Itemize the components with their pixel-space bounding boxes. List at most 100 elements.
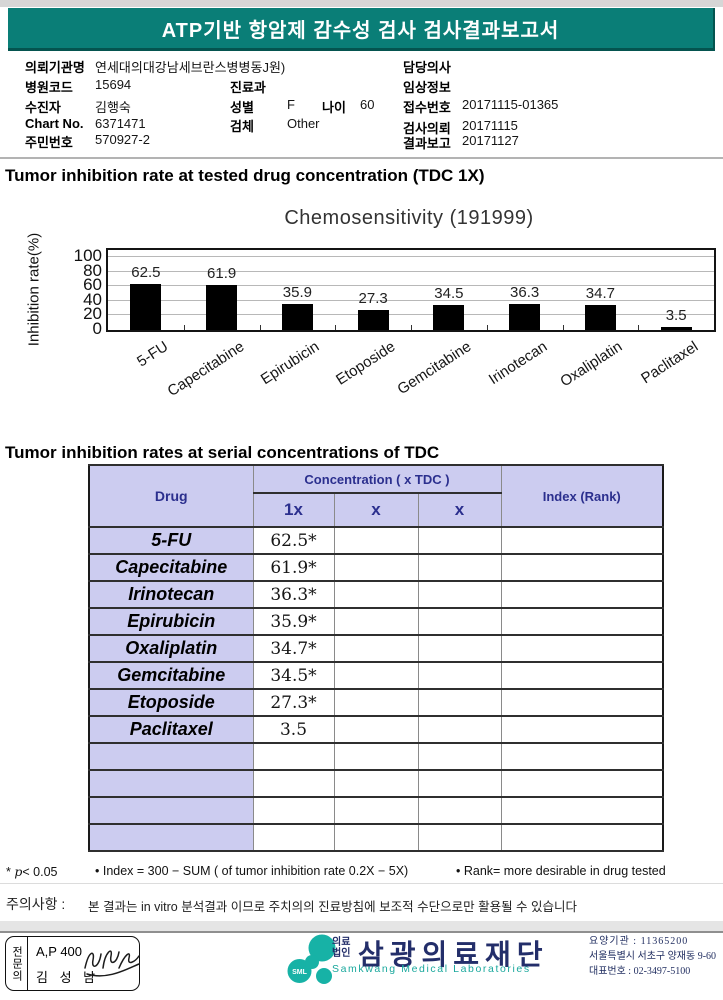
p-symbol: p — [14, 864, 23, 879]
field-hospital-code-value: 15694 — [95, 77, 132, 92]
field-patient-value: 김행숙 — [95, 100, 131, 115]
conc-1x-cell: 35.9* — [252, 607, 335, 636]
logo-org-line1: 의료 — [332, 937, 351, 948]
signature-scribble — [84, 950, 140, 977]
drug-name-cell — [88, 769, 254, 798]
field-age-value: 60 — [360, 97, 375, 112]
y-axis-title: Inhibition rate(%) — [25, 232, 43, 347]
field-org-label: 의뢰기관명 — [25, 60, 85, 75]
bar-value-label: 3.5 — [665, 307, 687, 325]
gridline — [108, 285, 714, 287]
gridline — [108, 299, 714, 301]
conc-1x-cell: 3.5 — [252, 715, 335, 744]
x-axis-tick — [562, 325, 564, 330]
logo-org-line2: 법인 — [332, 948, 351, 959]
x-axis-tick — [335, 325, 337, 330]
footer-divider-band — [0, 921, 723, 933]
field-org-value: 연세대의대강남세브란스병병동J원) — [95, 60, 286, 75]
drug-name-cell: 5-FU — [88, 526, 254, 555]
field-specimen-label: 검체 — [230, 119, 254, 134]
conc-1x-cell: 36.3* — [252, 580, 335, 609]
field-report-label: 결과보고 — [403, 136, 451, 151]
stamp-code: A,P 400 — [36, 944, 83, 959]
index-rank-cell — [500, 634, 664, 663]
sml-logo-text: SML — [292, 969, 308, 976]
gridline — [108, 270, 714, 272]
conc-x3-cell — [417, 580, 502, 609]
drug-name-cell: Paclitaxel — [88, 715, 254, 744]
field-sex-value: F — [287, 97, 295, 112]
field-specimen-value: Other — [287, 116, 320, 131]
contact-line-2: 서울특별시 서초구 양재동 9-60 — [589, 951, 717, 962]
logo-name: 삼광의료재단 — [358, 939, 549, 970]
index-rank-cell — [500, 526, 664, 555]
x-axis-tick — [259, 325, 261, 330]
col-header-x3: x — [417, 492, 502, 528]
drug-row: Capecitabine 61.9* — [88, 553, 664, 582]
conc-x3-cell — [417, 661, 502, 690]
field-clinical-label: 임상정보 — [403, 80, 451, 95]
conc-x3-cell — [417, 742, 502, 771]
bar-Capecitabine — [206, 284, 238, 330]
bar-Irinotecan — [509, 303, 541, 330]
bar-value-label: 36.3 — [510, 283, 540, 301]
index-rank-cell — [500, 607, 664, 636]
y-tick-label: 60 — [83, 275, 102, 295]
conc-1x-cell — [252, 769, 335, 798]
drug-name-cell — [88, 742, 254, 771]
footnote-rank-note: • Rank= more desirable in drug tested — [456, 864, 666, 878]
serial-concentration-table: Drug Concentration ( x TDC ) Index (Rank… — [88, 464, 665, 852]
conc-x2-cell — [333, 769, 419, 798]
conc-x2-cell — [333, 715, 419, 744]
x-axis-tick — [638, 325, 640, 330]
field-hospital-code-label: 병원코드 — [25, 80, 73, 95]
index-rank-cell — [500, 823, 664, 852]
bar-value-label: 27.3 — [358, 290, 388, 308]
y-tick-label: 20 — [83, 304, 102, 324]
empty-row — [88, 742, 664, 771]
index-rank-cell — [500, 769, 664, 798]
section-title-serial-table: Tumor inhibition rates at serial concent… — [5, 443, 440, 462]
drug-name-cell: Etoposide — [88, 688, 254, 717]
conc-x3-cell — [417, 823, 502, 852]
header-banner: ATP기반 항암제 감수성 검사 검사결과보고서 — [8, 8, 715, 51]
col-header-1x: 1x — [252, 492, 335, 528]
stamp-vertical-label: 전문의 — [6, 937, 28, 990]
bar-value-label: 34.5 — [434, 284, 464, 302]
drug-name-cell: Capecitabine — [88, 553, 254, 582]
x-category-label: 5-FU — [133, 338, 172, 371]
notice-divider — [0, 883, 723, 884]
conc-x2-cell — [333, 742, 419, 771]
empty-row — [88, 796, 664, 825]
bar-Gemcitabine — [433, 304, 465, 330]
conc-1x-cell — [252, 796, 335, 825]
bar-Paclitaxel — [660, 327, 692, 330]
conc-x3-cell — [417, 688, 502, 717]
section-divider — [0, 157, 723, 159]
drug-name-cell — [88, 823, 254, 852]
field-receipt-value: 20171115-01365 — [462, 97, 559, 112]
x-axis-tick — [411, 325, 412, 330]
field-report-value: 20171127 — [462, 133, 519, 148]
x-category-label: Oxaliplatin — [557, 338, 626, 391]
y-tick-label: 40 — [83, 289, 102, 309]
conc-1x-cell: 61.9* — [252, 553, 335, 582]
drug-name-cell: Oxaliplatin — [88, 634, 254, 663]
conc-x3-cell — [417, 634, 502, 663]
field-age-label: 나이 — [322, 100, 346, 115]
bar-value-label: 62.5 — [131, 264, 161, 282]
conc-x3-cell — [417, 796, 502, 825]
sml-logo-icon: SML — [287, 934, 336, 984]
conc-x2-cell — [333, 661, 419, 690]
stamp-doctor-name: 김 성 남 — [36, 970, 100, 985]
chart-title: Chemosensitivity (191999) — [284, 207, 534, 229]
x-category-label: Paclitaxel — [638, 338, 702, 388]
contact-block: 요양기관 : 11365200 서울특별시 서초구 양재동 9-60 대표번호 … — [589, 934, 716, 979]
conc-x2-cell — [333, 688, 419, 717]
section-title-tdc-chart: Tumor inhibition rate at tested drug con… — [5, 166, 485, 185]
logo-english-name: Samkwang Medical Laboratories — [332, 963, 531, 975]
gridline — [108, 256, 714, 257]
contact-line-3: 대표번호 : 02-3497-5100 — [589, 966, 691, 977]
conc-1x-cell: 62.5* — [252, 526, 335, 555]
